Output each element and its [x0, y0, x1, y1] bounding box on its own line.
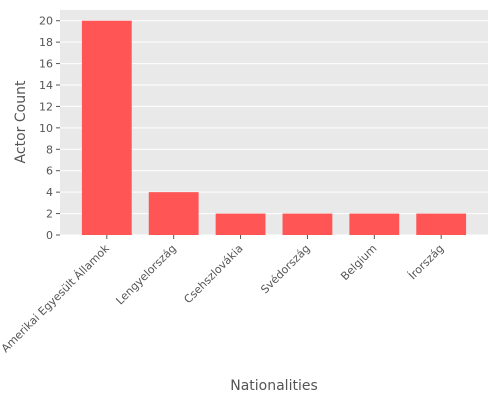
y-axis-ticks: 0 2 4 6 8 10 12 14 16 18 20: [39, 15, 60, 242]
bar: [81, 20, 132, 236]
y-tick-label: 4: [46, 186, 53, 199]
y-tick-label: 18: [39, 36, 53, 49]
x-tick-label: Csehszlovákia: [181, 242, 245, 306]
y-tick-label: 20: [39, 15, 53, 28]
bar: [215, 213, 266, 235]
y-tick-label: 16: [39, 58, 53, 71]
bar: [349, 213, 400, 235]
x-tick-label: Írország: [406, 242, 446, 282]
bar: [416, 213, 467, 235]
bar: [148, 192, 199, 235]
y-tick-label: 0: [46, 229, 53, 242]
y-axis-title: Actor Count: [13, 80, 29, 163]
x-tick-label: Svédország: [258, 242, 312, 296]
y-tick-label: 6: [46, 165, 53, 178]
y-tick-label: 8: [46, 143, 53, 156]
y-tick-label: 10: [39, 122, 53, 135]
x-axis-ticks: Amerikai Egyesült Államok Lengyelország Cs…: [0, 235, 446, 355]
bar: [282, 213, 333, 235]
x-axis-title: Nationalities: [230, 378, 318, 394]
y-tick-label: 14: [39, 79, 53, 92]
x-tick-label: Amerikai Egyesült Államok: [0, 241, 112, 355]
bars: [81, 20, 467, 236]
x-tick-label: Belgium: [338, 242, 379, 283]
x-tick-label: Lengyelország: [113, 242, 178, 307]
y-tick-label: 2: [46, 208, 53, 221]
y-tick-label: 12: [39, 100, 53, 113]
